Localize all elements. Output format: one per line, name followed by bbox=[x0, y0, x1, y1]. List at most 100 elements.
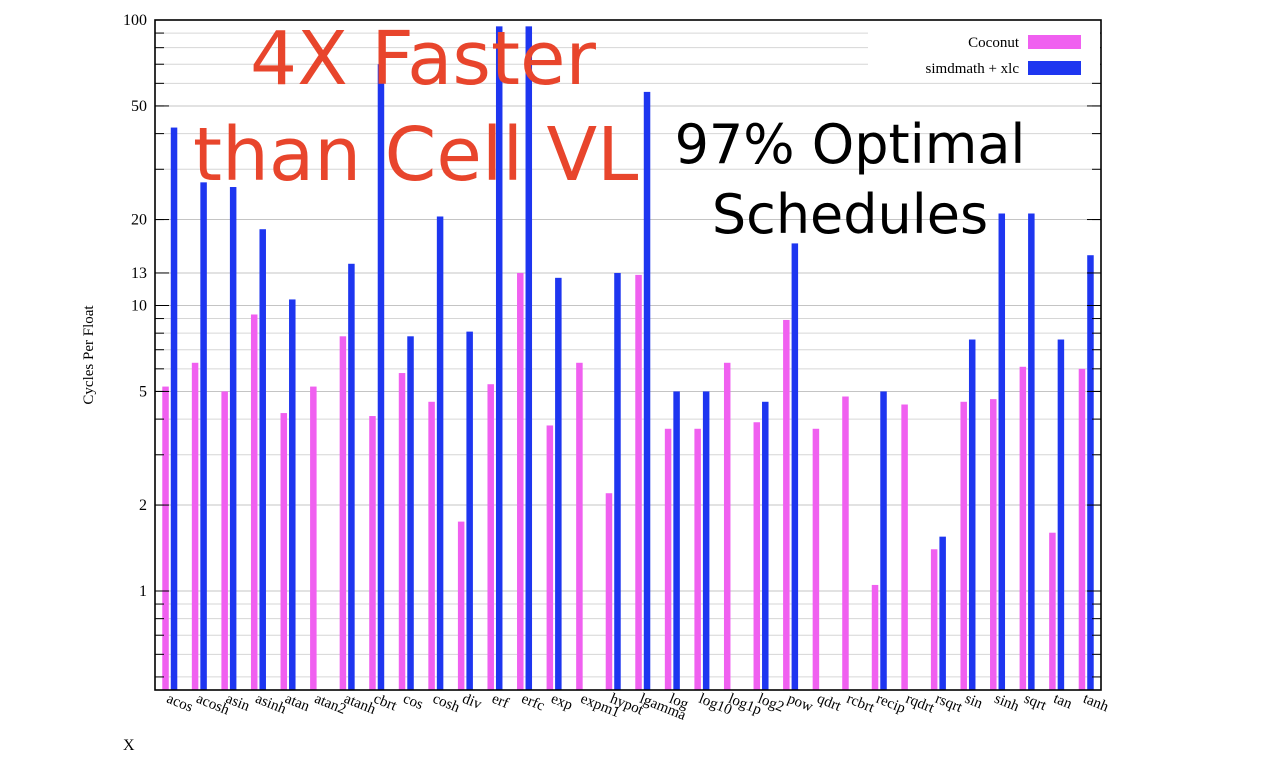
bar-coconut-sinh bbox=[990, 399, 997, 690]
bar-simdmath-erfc bbox=[525, 26, 533, 690]
bar-coconut-cos bbox=[398, 373, 406, 690]
bar-simdmath-sin bbox=[968, 339, 976, 690]
x-category-label: recip bbox=[874, 691, 908, 717]
x-category-label: cosh bbox=[430, 691, 462, 716]
x-axis-title: X bbox=[123, 737, 135, 754]
note-line-1: 97% Optimal bbox=[674, 113, 1026, 176]
bar-coconut-lgamma bbox=[635, 274, 642, 690]
bar-coconut-asin bbox=[221, 391, 228, 690]
bar-simdmath-div bbox=[466, 331, 473, 690]
bar-simdmath-cos bbox=[407, 336, 414, 690]
legend-label-simdmath: simdmath + xlc bbox=[926, 61, 1020, 77]
x-category-label: div bbox=[460, 691, 484, 713]
y-tick-label: 2 bbox=[139, 497, 147, 514]
bar-simdmath-cbrt bbox=[377, 64, 385, 690]
x-category-label: acos bbox=[164, 691, 195, 716]
bar-simdmath-asin bbox=[229, 187, 237, 690]
x-category-label: atan bbox=[283, 691, 313, 715]
x-category-label: erfc bbox=[519, 691, 547, 715]
x-category-label: erf bbox=[489, 691, 510, 712]
bar-coconut-atan2 bbox=[310, 386, 317, 690]
x-category-label: tanh bbox=[1081, 691, 1111, 716]
legend-swatch-simdmath bbox=[1028, 61, 1081, 75]
headline-line-2: than Cell VL bbox=[193, 112, 639, 198]
legend-swatch-coconut bbox=[1028, 35, 1081, 49]
bar-coconut-tanh bbox=[1078, 368, 1086, 690]
x-category-label: exp bbox=[549, 691, 575, 714]
axes bbox=[154, 19, 1102, 691]
bar-simdmath-tan bbox=[1057, 339, 1065, 690]
bar-coconut-log bbox=[664, 428, 672, 690]
bar-coconut-rcbrt bbox=[842, 396, 849, 690]
bar-coconut-pow bbox=[783, 319, 790, 690]
x-category-label: rcbrt bbox=[844, 691, 877, 717]
x-category-label: pow bbox=[785, 691, 815, 716]
bar-coconut-hypot bbox=[605, 493, 613, 690]
bar-simdmath-tanh bbox=[1087, 255, 1094, 690]
bar-simdmath-rsqrt bbox=[939, 536, 946, 690]
x-category-label: sin bbox=[962, 691, 985, 713]
bar-simdmath-cosh bbox=[436, 216, 444, 690]
x-category-label: log bbox=[667, 691, 691, 713]
bar-simdmath-log2 bbox=[762, 401, 769, 690]
bar-simdmath-atanh bbox=[348, 263, 355, 690]
bar-coconut-acosh bbox=[191, 362, 199, 690]
legend: Coconut simdmath + xlc bbox=[868, 30, 1100, 82]
bar-coconut-atanh bbox=[339, 336, 347, 690]
legend-label-coconut: Coconut bbox=[968, 35, 1020, 51]
bar-coconut-recip bbox=[871, 584, 879, 690]
bar-coconut-acos bbox=[162, 386, 169, 690]
bar-simdmath-acos bbox=[170, 127, 178, 690]
bar-coconut-erf bbox=[487, 384, 494, 690]
x-category-label: qdrt bbox=[815, 691, 844, 715]
note-line-2: Schedules bbox=[711, 183, 989, 246]
y-tick-label: 5 bbox=[139, 383, 147, 400]
bar-coconut-rsqrt bbox=[930, 549, 938, 690]
headline-line-1: 4X Faster bbox=[250, 16, 596, 102]
bar-simdmath-atan bbox=[289, 299, 296, 690]
bar-simdmath-erf bbox=[495, 26, 503, 690]
x-category-label: tan bbox=[1051, 691, 1074, 713]
bar-coconut-tan bbox=[1049, 532, 1056, 690]
bar-coconut-rqdrt bbox=[901, 404, 908, 690]
y-tick-label: 100 bbox=[123, 12, 147, 29]
bar-simdmath-log10 bbox=[702, 391, 710, 690]
bar-simdmath-sqrt bbox=[1028, 213, 1035, 690]
plot-frame bbox=[154, 19, 1102, 691]
x-category-label: sinh bbox=[992, 691, 1022, 715]
bar-coconut-atan bbox=[280, 413, 288, 690]
bar-simdmath-sinh bbox=[998, 213, 1006, 690]
bar-coconut-cosh bbox=[428, 401, 435, 690]
x-category-label: cbrt bbox=[371, 691, 399, 715]
y-axis-title: Cycles Per Float bbox=[81, 305, 97, 405]
bar-simdmath-log bbox=[673, 391, 680, 690]
x-category-label: cos bbox=[401, 691, 426, 713]
bar-coconut-cbrt bbox=[369, 416, 376, 690]
y-tick-label: 13 bbox=[131, 265, 147, 282]
y-tick-label: 20 bbox=[131, 212, 147, 229]
x-category-label: rqdrt bbox=[903, 691, 937, 717]
bar-coconut-sin bbox=[960, 401, 967, 690]
bar-coconut-log10 bbox=[694, 428, 701, 690]
bar-coconut-log1p bbox=[723, 362, 731, 690]
bars bbox=[162, 26, 1094, 690]
x-category-label: sqrt bbox=[1022, 691, 1050, 715]
bar-coconut-qdrt bbox=[812, 428, 820, 690]
bar-simdmath-exp bbox=[555, 277, 562, 690]
bar-coconut-expm1 bbox=[576, 362, 583, 690]
bar-simdmath-asinh bbox=[259, 229, 266, 690]
bar-simdmath-acosh bbox=[200, 182, 207, 690]
bar-coconut-div bbox=[457, 521, 465, 690]
bar-simdmath-hypot bbox=[614, 272, 621, 690]
y-tick-label: 50 bbox=[131, 98, 147, 115]
bar-simdmath-pow bbox=[791, 243, 799, 690]
y-tick-label: 1 bbox=[139, 583, 147, 600]
bar-coconut-sqrt bbox=[1019, 366, 1027, 690]
bar-coconut-exp bbox=[546, 425, 554, 690]
bar-coconut-log2 bbox=[753, 422, 761, 690]
y-tick-label: 10 bbox=[131, 297, 147, 314]
x-category-label: rsqrt bbox=[933, 691, 965, 716]
bar-simdmath-lgamma bbox=[643, 91, 651, 690]
